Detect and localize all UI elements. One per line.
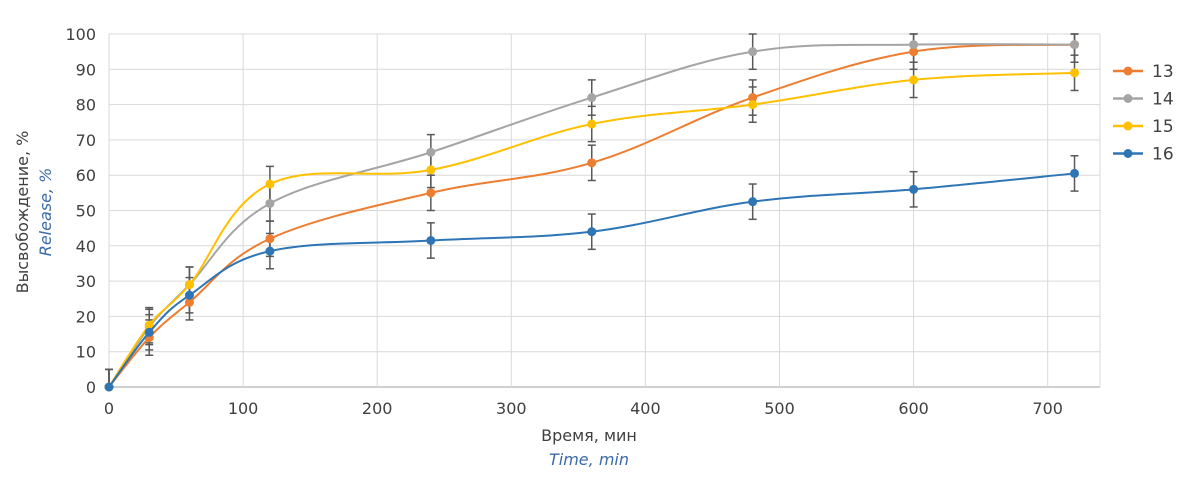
data-point-16 — [587, 227, 597, 237]
grid — [108, 33, 1101, 388]
data-point-13 — [265, 234, 275, 244]
data-point-15 — [909, 75, 919, 85]
x-tick-label: 400 — [630, 399, 661, 418]
data-point-16 — [909, 184, 919, 194]
x-tick-label: 200 — [362, 399, 393, 418]
data-point-16 — [104, 382, 114, 392]
legend-label-14: 14 — [1152, 90, 1174, 110]
x-tick-label: 300 — [496, 399, 527, 418]
data-point-13 — [909, 47, 919, 57]
x-tick-label: 0 — [104, 399, 114, 418]
data-point-14 — [748, 47, 758, 57]
data-point-13 — [426, 188, 436, 198]
y-tick-label: 90 — [76, 60, 96, 79]
y-tick-label: 10 — [76, 343, 96, 362]
y-tick-label: 0 — [86, 378, 96, 397]
x-axis-title-en: Time, min — [549, 450, 629, 469]
legend-marker-15 — [1123, 121, 1133, 131]
data-point-13 — [587, 158, 597, 168]
data-point-14 — [426, 147, 436, 157]
legend-label-13: 13 — [1152, 62, 1174, 82]
x-tick-label: 600 — [898, 399, 929, 418]
y-tick-label: 60 — [76, 166, 96, 185]
data-point-16 — [184, 290, 194, 300]
legend-marker-14 — [1123, 94, 1133, 103]
y-axis-title: Высвобождение, % — [13, 131, 32, 294]
data-point-15 — [426, 165, 436, 175]
data-point-16 — [1070, 168, 1080, 178]
data-point-15 — [184, 280, 194, 290]
legend-label-15: 15 — [1152, 117, 1174, 137]
series-lines — [104, 40, 1080, 392]
y-tick-label: 40 — [76, 237, 96, 256]
y-tick-label: 20 — [76, 307, 96, 326]
legend-label-16: 16 — [1152, 145, 1174, 165]
data-point-14 — [1070, 40, 1080, 50]
legend-marker-13 — [1123, 66, 1133, 76]
data-point-16 — [426, 236, 436, 246]
x-tick-label: 700 — [1032, 399, 1063, 418]
series-line-16 — [108, 172, 1075, 388]
legend: 13 14 15 16 — [1113, 62, 1174, 165]
y-tick-label: 30 — [76, 272, 96, 291]
data-point-13 — [748, 93, 758, 103]
data-point-14 — [587, 93, 597, 103]
series-line-15 — [108, 71, 1075, 388]
y-tick-label: 100 — [65, 25, 96, 44]
y-tick-label: 50 — [76, 202, 96, 221]
data-point-13 — [184, 297, 194, 307]
data-point-16 — [265, 246, 275, 256]
x-tick-label: 500 — [764, 399, 795, 418]
legend-marker-16 — [1123, 149, 1133, 158]
data-point-15 — [144, 320, 154, 330]
data-point-14 — [265, 198, 275, 208]
y-tick-label: 70 — [76, 131, 96, 150]
data-point-15 — [748, 100, 758, 110]
series-line-13 — [108, 43, 1075, 388]
x-axis-title: Время, мин — [541, 426, 637, 445]
tick-labels: 0 10 20 30 40 50 60 70 80 90 100 0 100 200 300 400 500 60… — [65, 25, 1063, 418]
data-point-15 — [587, 119, 597, 129]
y-tick-label: 80 — [76, 96, 96, 115]
data-point-16 — [144, 327, 154, 337]
y-axis-title-en: Release, % — [36, 168, 55, 257]
data-point-16 — [748, 197, 758, 207]
data-point-15 — [1070, 68, 1080, 78]
data-point-15 — [265, 179, 275, 189]
x-tick-label: 100 — [228, 399, 259, 418]
data-point-14 — [909, 40, 919, 50]
